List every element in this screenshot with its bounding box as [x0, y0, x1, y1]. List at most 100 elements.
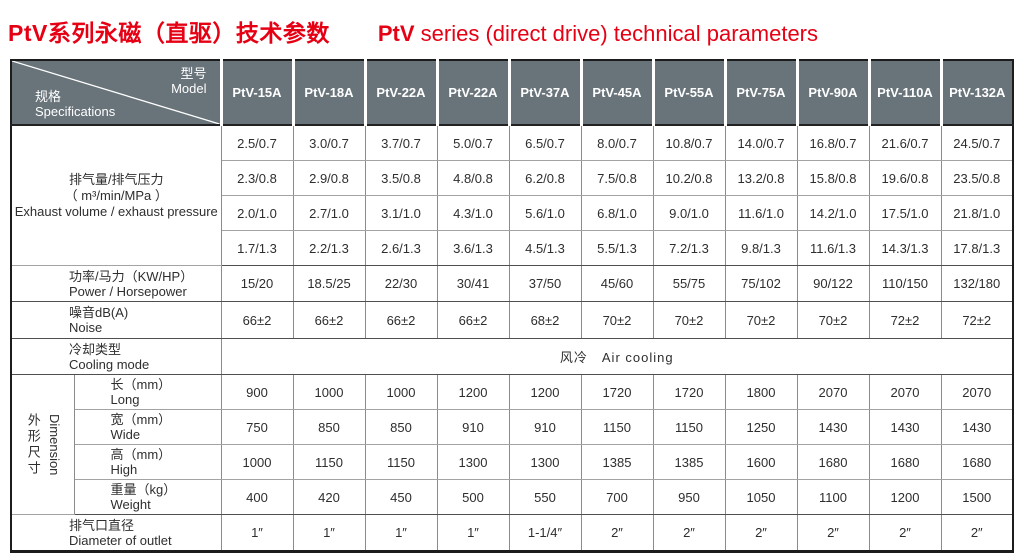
value-cell: 1800	[724, 374, 798, 410]
value-cell: 1000	[292, 374, 366, 410]
exhaust-label-en: Exhaust volume / exhaust pressure	[14, 203, 218, 219]
value-cell: 850	[364, 409, 438, 445]
value-cell: 1050	[724, 479, 798, 515]
value-cell: 500	[436, 479, 510, 515]
value-cell: 750	[220, 409, 294, 445]
value-cell: 950	[652, 479, 726, 515]
value-cell: 2.9/0.8	[292, 160, 366, 196]
model-header-cell: PtV-15A	[219, 60, 293, 126]
value-cell: 15/20	[220, 265, 294, 302]
value-cell: 15.8/0.8	[796, 160, 870, 196]
value-cell: 11.6/1.3	[796, 230, 870, 266]
value-cell: 1680	[940, 444, 1014, 480]
value-cell: 8.0/0.7	[580, 124, 654, 161]
title-chinese: PtV系列永磁（直驱）技术参数	[8, 20, 330, 46]
value-cell: 70±2	[724, 301, 798, 339]
long-label-zh: 长（mm）	[110, 377, 172, 392]
value-cell: 1200	[436, 374, 510, 410]
title-english: PtV series (direct drive) technical para…	[378, 21, 818, 46]
value-cell: 11.6/1.0	[724, 195, 798, 231]
table-row-noise: 噪音dB(A) Noise 66±2 66±2 66±2 66±2 68±2 70±2 70…	[10, 301, 1014, 339]
value-cell: 910	[508, 409, 582, 445]
value-cell: 14.2/1.0	[796, 195, 870, 231]
value-cell: 10.2/0.8	[652, 160, 726, 196]
corner-spec-en: Specifications	[35, 104, 116, 119]
value-cell: 2″	[652, 514, 726, 552]
value-cell: 70±2	[652, 301, 726, 339]
high-label-zh: 高（mm）	[110, 447, 172, 462]
value-cell: 16.8/0.7	[796, 124, 870, 161]
value-cell: 700	[580, 479, 654, 515]
value-cell: 1720	[652, 374, 726, 410]
value-cell: 5.0/0.7	[436, 124, 510, 161]
value-cell: 1300	[436, 444, 510, 480]
value-cell: 9.0/1.0	[652, 195, 726, 231]
value-cell: 1200	[868, 479, 942, 515]
value-cell: 90/122	[796, 265, 870, 302]
cooling-label-zh: 冷却类型	[69, 341, 122, 357]
value-cell: 900	[220, 374, 294, 410]
title-english-brand: PtV	[377, 21, 415, 46]
dimension-side-en: Dimension	[46, 413, 62, 476]
value-cell: 450	[364, 479, 438, 515]
corner-model-en: Model	[171, 81, 207, 96]
wide-label-en: Wide	[110, 427, 141, 442]
row-label-outlet: 排气口直径 Diameter of outlet	[10, 514, 222, 552]
weight-label-en: Weight	[110, 497, 151, 512]
value-cell: 1″	[292, 514, 366, 552]
value-cell: 66±2	[292, 301, 366, 339]
value-cell: 420	[292, 479, 366, 515]
value-cell: 1250	[724, 409, 798, 445]
value-cell: 132/180	[940, 265, 1014, 302]
value-cell: 1200	[508, 374, 582, 410]
value-cell: 17.5/1.0	[868, 195, 942, 231]
value-cell: 9.8/1.3	[724, 230, 798, 266]
value-cell: 1150	[292, 444, 366, 480]
value-cell: 1500	[940, 479, 1014, 515]
value-cell: 72±2	[940, 301, 1014, 339]
value-cell: 1600	[724, 444, 798, 480]
value-cell: 910	[436, 409, 510, 445]
value-cell: 1000	[364, 374, 438, 410]
model-header-cell: PtV-22A	[363, 60, 437, 126]
model-header-cell: PtV-45A	[579, 60, 653, 126]
value-cell: 850	[292, 409, 366, 445]
value-cell: 5.5/1.3	[580, 230, 654, 266]
long-label-en: Long	[110, 392, 140, 407]
value-cell: 2″	[940, 514, 1014, 552]
value-cell: 1150	[652, 409, 726, 445]
table-row-exhaust-2: 2.3/0.8 2.9/0.8 3.5/0.8 4.8/0.8 6.2/0.8 7.5/0…	[11, 160, 1014, 196]
value-cell: 2.3/0.8	[220, 160, 294, 196]
row-label-weight: 重量（kg） Weight	[73, 479, 222, 515]
value-cell: 3.1/1.0	[364, 195, 438, 231]
value-cell: 3.6/1.3	[436, 230, 510, 266]
dimension-side-zh: 外形尺寸	[25, 412, 41, 477]
value-cell: 55/75	[652, 265, 726, 302]
value-cell: 3.5/0.8	[364, 160, 438, 196]
weight-label-zh: 重量（kg）	[110, 482, 177, 497]
value-cell: 22/30	[364, 265, 438, 302]
value-cell: 6.8/1.0	[580, 195, 654, 231]
table-row-power: 功率/马力（KW/HP） Power / Horsepower 15/20 18.…	[10, 265, 1014, 302]
value-cell: 1720	[580, 374, 654, 410]
table-row-dimension-wide: 宽（mm） Wide 750 850 850 910 910 1150 1150 1250 14…	[11, 409, 1014, 445]
value-cell: 2.5/0.7	[220, 124, 294, 161]
value-cell: 2″	[580, 514, 654, 552]
value-cell: 68±2	[508, 301, 582, 339]
table-row-outlet: 排气口直径 Diameter of outlet 1″ 1″ 1″ 1″ 1-1/4″ 2…	[10, 514, 1014, 552]
value-cell: 2.2/1.3	[292, 230, 366, 266]
value-cell: 2070	[940, 374, 1014, 410]
model-header-cell: PtV-75A	[723, 60, 797, 126]
model-header-cell: PtV-22A	[435, 60, 509, 126]
value-cell: 21.8/1.0	[940, 195, 1014, 231]
table-row-exhaust-4: 1.7/1.3 2.2/1.3 2.6/1.3 3.6/1.3 4.5/1.3 5.5/1…	[11, 230, 1014, 266]
value-cell: 1385	[580, 444, 654, 480]
value-cell: 10.8/0.7	[652, 124, 726, 161]
parameters-table: 型号 Model 规格 Specifications PtV-15A PtV-18…	[10, 59, 1014, 553]
value-cell: 17.8/1.3	[940, 230, 1014, 266]
value-cell: 2070	[796, 374, 870, 410]
corner-spec-zh: 规格	[35, 89, 62, 104]
value-cell: 400	[220, 479, 294, 515]
value-cell: 3.7/0.7	[364, 124, 438, 161]
